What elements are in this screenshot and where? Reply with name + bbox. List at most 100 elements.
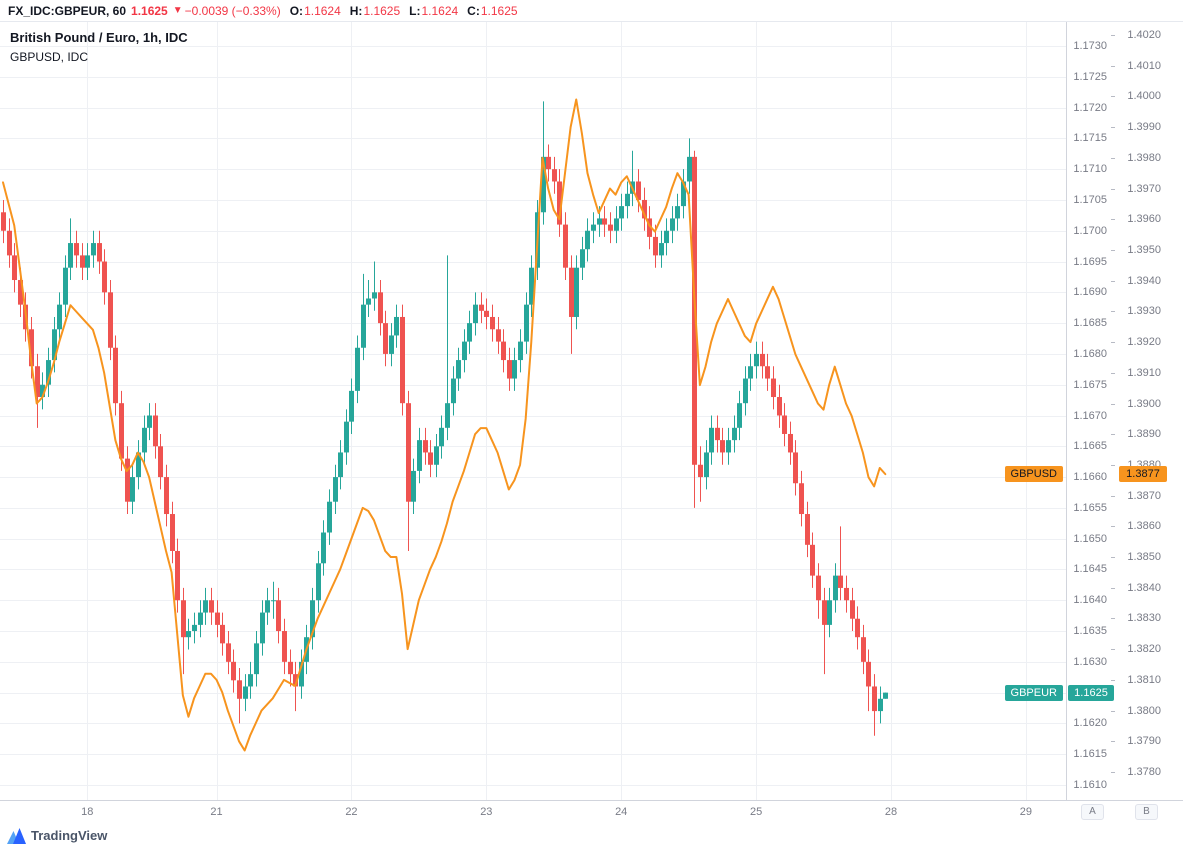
symbol-info-bar: FX_IDC:GBPEUR, 60 1.1625 ▼ −0.0039 (−0.3… [0, 0, 1183, 22]
legend-compare-symbol[interactable]: GBPUSD, IDC [10, 50, 89, 64]
gbpusd-price-tick: 1.3960 [1127, 213, 1161, 226]
gbpeur-price-tick: 1.1685 [1073, 317, 1107, 330]
date-label: 18 [81, 806, 94, 818]
tick-mark [1111, 434, 1115, 436]
gbpeur-price-tick: 1.1650 [1073, 532, 1107, 545]
tick-mark [1111, 618, 1115, 620]
gbpusd-price-tick: 1.3860 [1127, 520, 1161, 533]
tick-mark [1111, 249, 1115, 251]
close-label: C: [467, 3, 480, 18]
tick-mark [1111, 649, 1115, 651]
gbpusd-price-tick: 1.3830 [1127, 612, 1161, 625]
tick-mark [1111, 372, 1115, 374]
tick-mark [1111, 710, 1115, 712]
gbpeur-price-tick: 1.1700 [1073, 224, 1107, 237]
gbpusd-price-tick: 1.3870 [1127, 489, 1161, 502]
gbpusd-price-tick: 1.3890 [1127, 428, 1161, 441]
gbpusd-price-tick: 1.3780 [1127, 766, 1161, 778]
gbpeur-name-tag: GBPEUR [1004, 684, 1063, 701]
tick-mark [1111, 219, 1115, 221]
tick-mark [1111, 557, 1115, 559]
time-axis[interactable]: A B 18 21 22 23 24 25 28 29 [0, 800, 1183, 823]
scale-a-button[interactable]: A [1081, 804, 1104, 820]
gbpusd-price-tick: 1.3810 [1127, 673, 1161, 686]
gbpeur-price-tick: 1.1690 [1073, 286, 1107, 299]
tick-mark [1111, 96, 1115, 98]
price-change: −0.0039 (−0.33%) [184, 3, 281, 18]
gbpusd-name-tag: GBPUSD [1004, 466, 1063, 483]
tick-mark [1111, 342, 1115, 344]
low-label: L: [409, 3, 421, 18]
open-label: O: [289, 3, 304, 18]
date-label: 25 [749, 806, 763, 818]
gbpusd-price-tick: 1.3900 [1127, 397, 1161, 410]
chart-canvas[interactable] [0, 22, 1066, 800]
chart-pane[interactable]: British Pound / Euro, 1h, IDC GBPUSD, ID… [0, 22, 1183, 800]
gbpeur-price-tick: 1.1680 [1073, 347, 1107, 360]
tradingview-logo[interactable]: TradingView [7, 827, 108, 844]
tick-mark [1111, 679, 1115, 681]
gbpusd-price-tick: 1.3920 [1127, 336, 1161, 349]
gbpeur-price-tick: 1.1665 [1073, 440, 1107, 453]
gbpusd-price-tick: 1.3840 [1127, 581, 1161, 594]
gbpeur-price-tick: 1.1615 [1073, 748, 1107, 761]
gbpusd-price-tick: 1.3790 [1127, 735, 1161, 748]
gbpeur-price-tick: 1.1705 [1073, 193, 1107, 206]
gbpeur-price-tick: 1.1695 [1073, 255, 1107, 268]
gbpusd-price-tick: 1.3930 [1127, 305, 1161, 318]
date-label: 24 [615, 806, 628, 818]
gbpeur-price-tick: 1.1675 [1073, 378, 1107, 391]
open-value: 1.1624 [304, 3, 341, 18]
legend-symbol-title[interactable]: British Pound / Euro, 1h, IDC [10, 30, 188, 45]
gbpeur-price-tick: 1.1610 [1073, 779, 1107, 791]
tick-mark [1111, 280, 1115, 282]
tick-mark [1111, 127, 1115, 129]
bottom-bar: TradingView [0, 823, 1183, 848]
gbpeur-price-tick: 1.1715 [1073, 132, 1107, 145]
close-value: 1.1625 [480, 3, 518, 18]
gbpusd-price-tick: 1.3990 [1127, 121, 1161, 134]
gbpusd-price-tick: 1.3940 [1127, 274, 1161, 287]
tick-mark [1111, 741, 1115, 743]
gbpusd-price-tick: 1.3850 [1127, 551, 1161, 564]
gbpusd-price-tick: 1.3970 [1127, 182, 1161, 195]
low-value: 1.1624 [421, 3, 459, 18]
high-label: H: [349, 3, 363, 18]
gbpusd-price-tick: 1.3980 [1127, 151, 1161, 164]
tick-mark [1111, 35, 1115, 36]
gbpusd-price-tick: 1.4010 [1127, 59, 1161, 72]
gbpeur-price-tick: 1.1720 [1073, 101, 1107, 114]
last-price: 1.1625 [131, 3, 168, 18]
tick-mark [1111, 772, 1115, 773]
gbpeur-price-tag: 1.1625 [1068, 684, 1114, 701]
gbpusd-price-tick: 1.4000 [1127, 90, 1161, 103]
date-label: 28 [884, 806, 898, 818]
tick-mark [1111, 495, 1115, 497]
tradingview-mountain-icon [7, 827, 27, 844]
gbpusd-price-tick: 1.3820 [1127, 643, 1161, 656]
gbpeur-price-tick: 1.1670 [1073, 409, 1107, 422]
gbpusd-price-tag: 1.3877 [1119, 466, 1167, 483]
gbpusd-price-tick: 1.3800 [1127, 704, 1161, 717]
tick-mark [1111, 65, 1115, 67]
gbpeur-price-tick: 1.1660 [1073, 471, 1107, 484]
scale-b-button[interactable]: B [1135, 804, 1158, 820]
tick-mark [1111, 587, 1115, 589]
gbpeur-price-tick: 1.1730 [1073, 40, 1107, 52]
tick-mark [1111, 311, 1115, 313]
brand-name: TradingView [31, 828, 108, 843]
gbpeur-price-tick: 1.1645 [1073, 563, 1107, 576]
gbpeur-price-tick: 1.1635 [1073, 625, 1107, 638]
gbpeur-price-tick: 1.1655 [1073, 501, 1107, 514]
gbpeur-price-tick: 1.1725 [1073, 70, 1107, 83]
down-arrow-icon: ▼ [172, 5, 183, 16]
gbpeur-price-tick: 1.1620 [1073, 717, 1107, 730]
gbpusd-price-tick: 1.4020 [1127, 29, 1161, 41]
symbol-name: FX_IDC:GBPEUR, 60 [8, 3, 127, 18]
chart-legend: British Pound / Euro, 1h, IDC GBPUSD, ID… [10, 30, 188, 64]
tick-mark [1111, 188, 1115, 190]
tick-mark [1111, 526, 1115, 528]
tick-mark [1111, 403, 1115, 405]
price-axis[interactable]: 1.3877 1.1625 1.1730 1.1725 1.1720 1.1715 1.… [1066, 22, 1183, 800]
